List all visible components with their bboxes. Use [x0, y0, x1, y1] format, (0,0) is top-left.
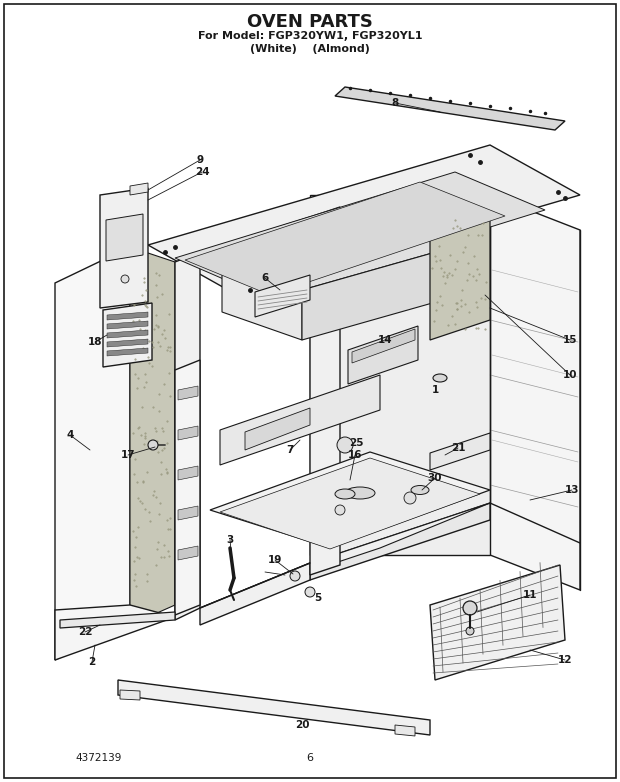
Text: 14: 14: [378, 335, 392, 345]
Polygon shape: [175, 252, 200, 620]
Text: 6: 6: [306, 753, 314, 763]
Text: 1: 1: [432, 385, 438, 395]
Polygon shape: [430, 565, 565, 680]
Polygon shape: [178, 546, 198, 560]
Polygon shape: [55, 247, 130, 660]
Text: 8: 8: [391, 98, 399, 108]
Polygon shape: [178, 466, 198, 480]
Polygon shape: [200, 217, 310, 267]
Text: 16: 16: [348, 450, 362, 460]
Polygon shape: [107, 312, 148, 320]
Circle shape: [290, 571, 300, 581]
Text: 10: 10: [563, 370, 577, 380]
Text: 22: 22: [78, 627, 92, 637]
Polygon shape: [310, 503, 490, 580]
Text: 4372139: 4372139: [75, 753, 122, 763]
Polygon shape: [175, 172, 545, 297]
Polygon shape: [348, 326, 418, 384]
Polygon shape: [302, 248, 450, 340]
Text: 12: 12: [558, 655, 572, 665]
Text: OVEN PARTS: OVEN PARTS: [247, 13, 373, 31]
Polygon shape: [148, 145, 580, 295]
Ellipse shape: [411, 486, 429, 494]
Polygon shape: [107, 348, 148, 356]
Polygon shape: [130, 183, 148, 195]
Text: 20: 20: [294, 720, 309, 730]
Circle shape: [337, 437, 353, 453]
Polygon shape: [130, 247, 175, 625]
Text: 2: 2: [89, 657, 95, 667]
Polygon shape: [352, 329, 415, 363]
Polygon shape: [118, 680, 430, 735]
Polygon shape: [107, 339, 148, 347]
Text: For Model: FGP320YW1, FGP320YL1: For Model: FGP320YW1, FGP320YL1: [198, 31, 422, 41]
Polygon shape: [178, 386, 198, 400]
Text: 19: 19: [268, 555, 282, 565]
Circle shape: [466, 627, 474, 635]
Polygon shape: [245, 408, 310, 450]
Ellipse shape: [345, 487, 375, 499]
Text: (White)    (Almond): (White) (Almond): [250, 44, 370, 54]
Text: 3: 3: [226, 535, 234, 545]
Text: 24: 24: [195, 167, 210, 177]
Polygon shape: [335, 87, 565, 130]
Polygon shape: [178, 506, 198, 520]
Text: 6: 6: [262, 273, 268, 283]
Polygon shape: [60, 612, 175, 628]
Text: 13: 13: [565, 485, 579, 495]
Circle shape: [404, 492, 416, 504]
Polygon shape: [222, 220, 450, 290]
Polygon shape: [200, 563, 310, 625]
Polygon shape: [107, 330, 148, 338]
Text: 5: 5: [314, 593, 322, 603]
Text: 11: 11: [523, 590, 538, 600]
Ellipse shape: [335, 489, 355, 499]
Polygon shape: [490, 195, 580, 590]
Polygon shape: [120, 690, 140, 700]
Text: 17: 17: [121, 450, 135, 460]
Polygon shape: [100, 188, 148, 308]
Polygon shape: [55, 605, 175, 660]
Polygon shape: [220, 375, 380, 465]
Circle shape: [148, 440, 158, 450]
Polygon shape: [200, 217, 490, 262]
Polygon shape: [222, 262, 302, 340]
Text: 18: 18: [88, 337, 102, 347]
Polygon shape: [200, 503, 490, 608]
Polygon shape: [220, 458, 480, 549]
Text: 4: 4: [66, 430, 74, 440]
Polygon shape: [395, 725, 415, 736]
Polygon shape: [175, 360, 200, 615]
Polygon shape: [310, 207, 340, 575]
Ellipse shape: [433, 374, 447, 382]
Text: 7: 7: [286, 445, 294, 455]
Polygon shape: [106, 214, 143, 261]
Polygon shape: [178, 426, 198, 440]
Circle shape: [463, 601, 477, 615]
Polygon shape: [255, 275, 310, 317]
Text: 21: 21: [451, 443, 465, 453]
Polygon shape: [107, 321, 148, 329]
Polygon shape: [103, 303, 152, 367]
Polygon shape: [310, 195, 490, 555]
Circle shape: [305, 587, 315, 597]
Text: 9: 9: [197, 155, 203, 165]
Circle shape: [335, 505, 345, 515]
Text: 15: 15: [563, 335, 577, 345]
Polygon shape: [185, 182, 505, 295]
Circle shape: [121, 275, 129, 283]
Text: 30: 30: [428, 473, 442, 483]
Polygon shape: [430, 215, 490, 340]
Polygon shape: [430, 433, 490, 470]
Polygon shape: [210, 452, 490, 548]
Text: 25: 25: [348, 438, 363, 448]
